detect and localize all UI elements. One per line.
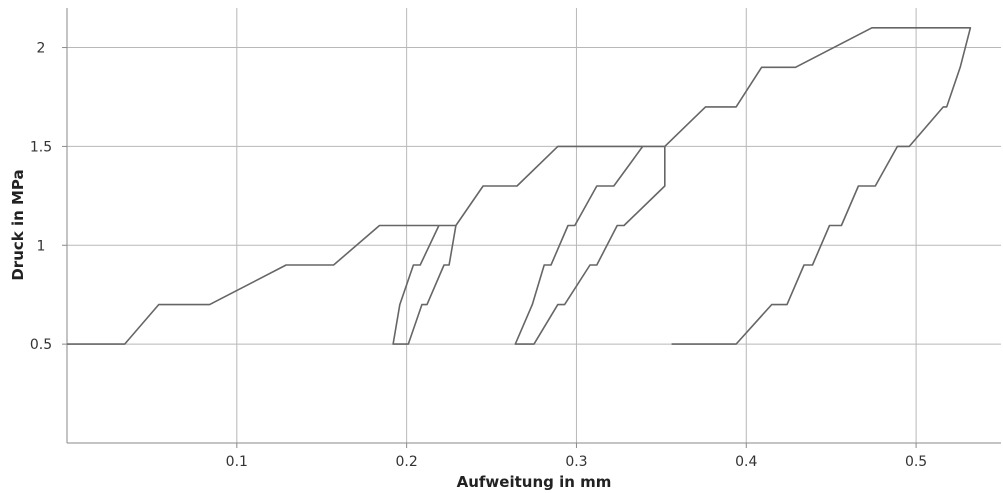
grid [67, 8, 1001, 443]
y-tick-label: 0.5 [30, 337, 52, 353]
y-axis-title: Druck in MPa [9, 169, 27, 280]
axes [66, 8, 1001, 444]
series [67, 26, 972, 345]
x-tick-label: 0.4 [735, 454, 757, 470]
x-tick-label: 0.2 [396, 454, 418, 470]
x-axis-title: Aufweitung in mm [457, 473, 612, 491]
tick-labels: 0.1 0.2 0.3 0.4 0.5 0.5 1 1.5 2 [30, 41, 927, 470]
x-tick-label: 0.3 [565, 454, 587, 470]
y-tick-label: 1.5 [30, 139, 52, 155]
x-tick-label: 0.1 [226, 454, 248, 470]
y-tick-label: 1 [37, 238, 46, 254]
series-line [67, 26, 972, 345]
y-tick-label: 2 [37, 41, 46, 57]
x-tick-label: 0.5 [905, 454, 927, 470]
